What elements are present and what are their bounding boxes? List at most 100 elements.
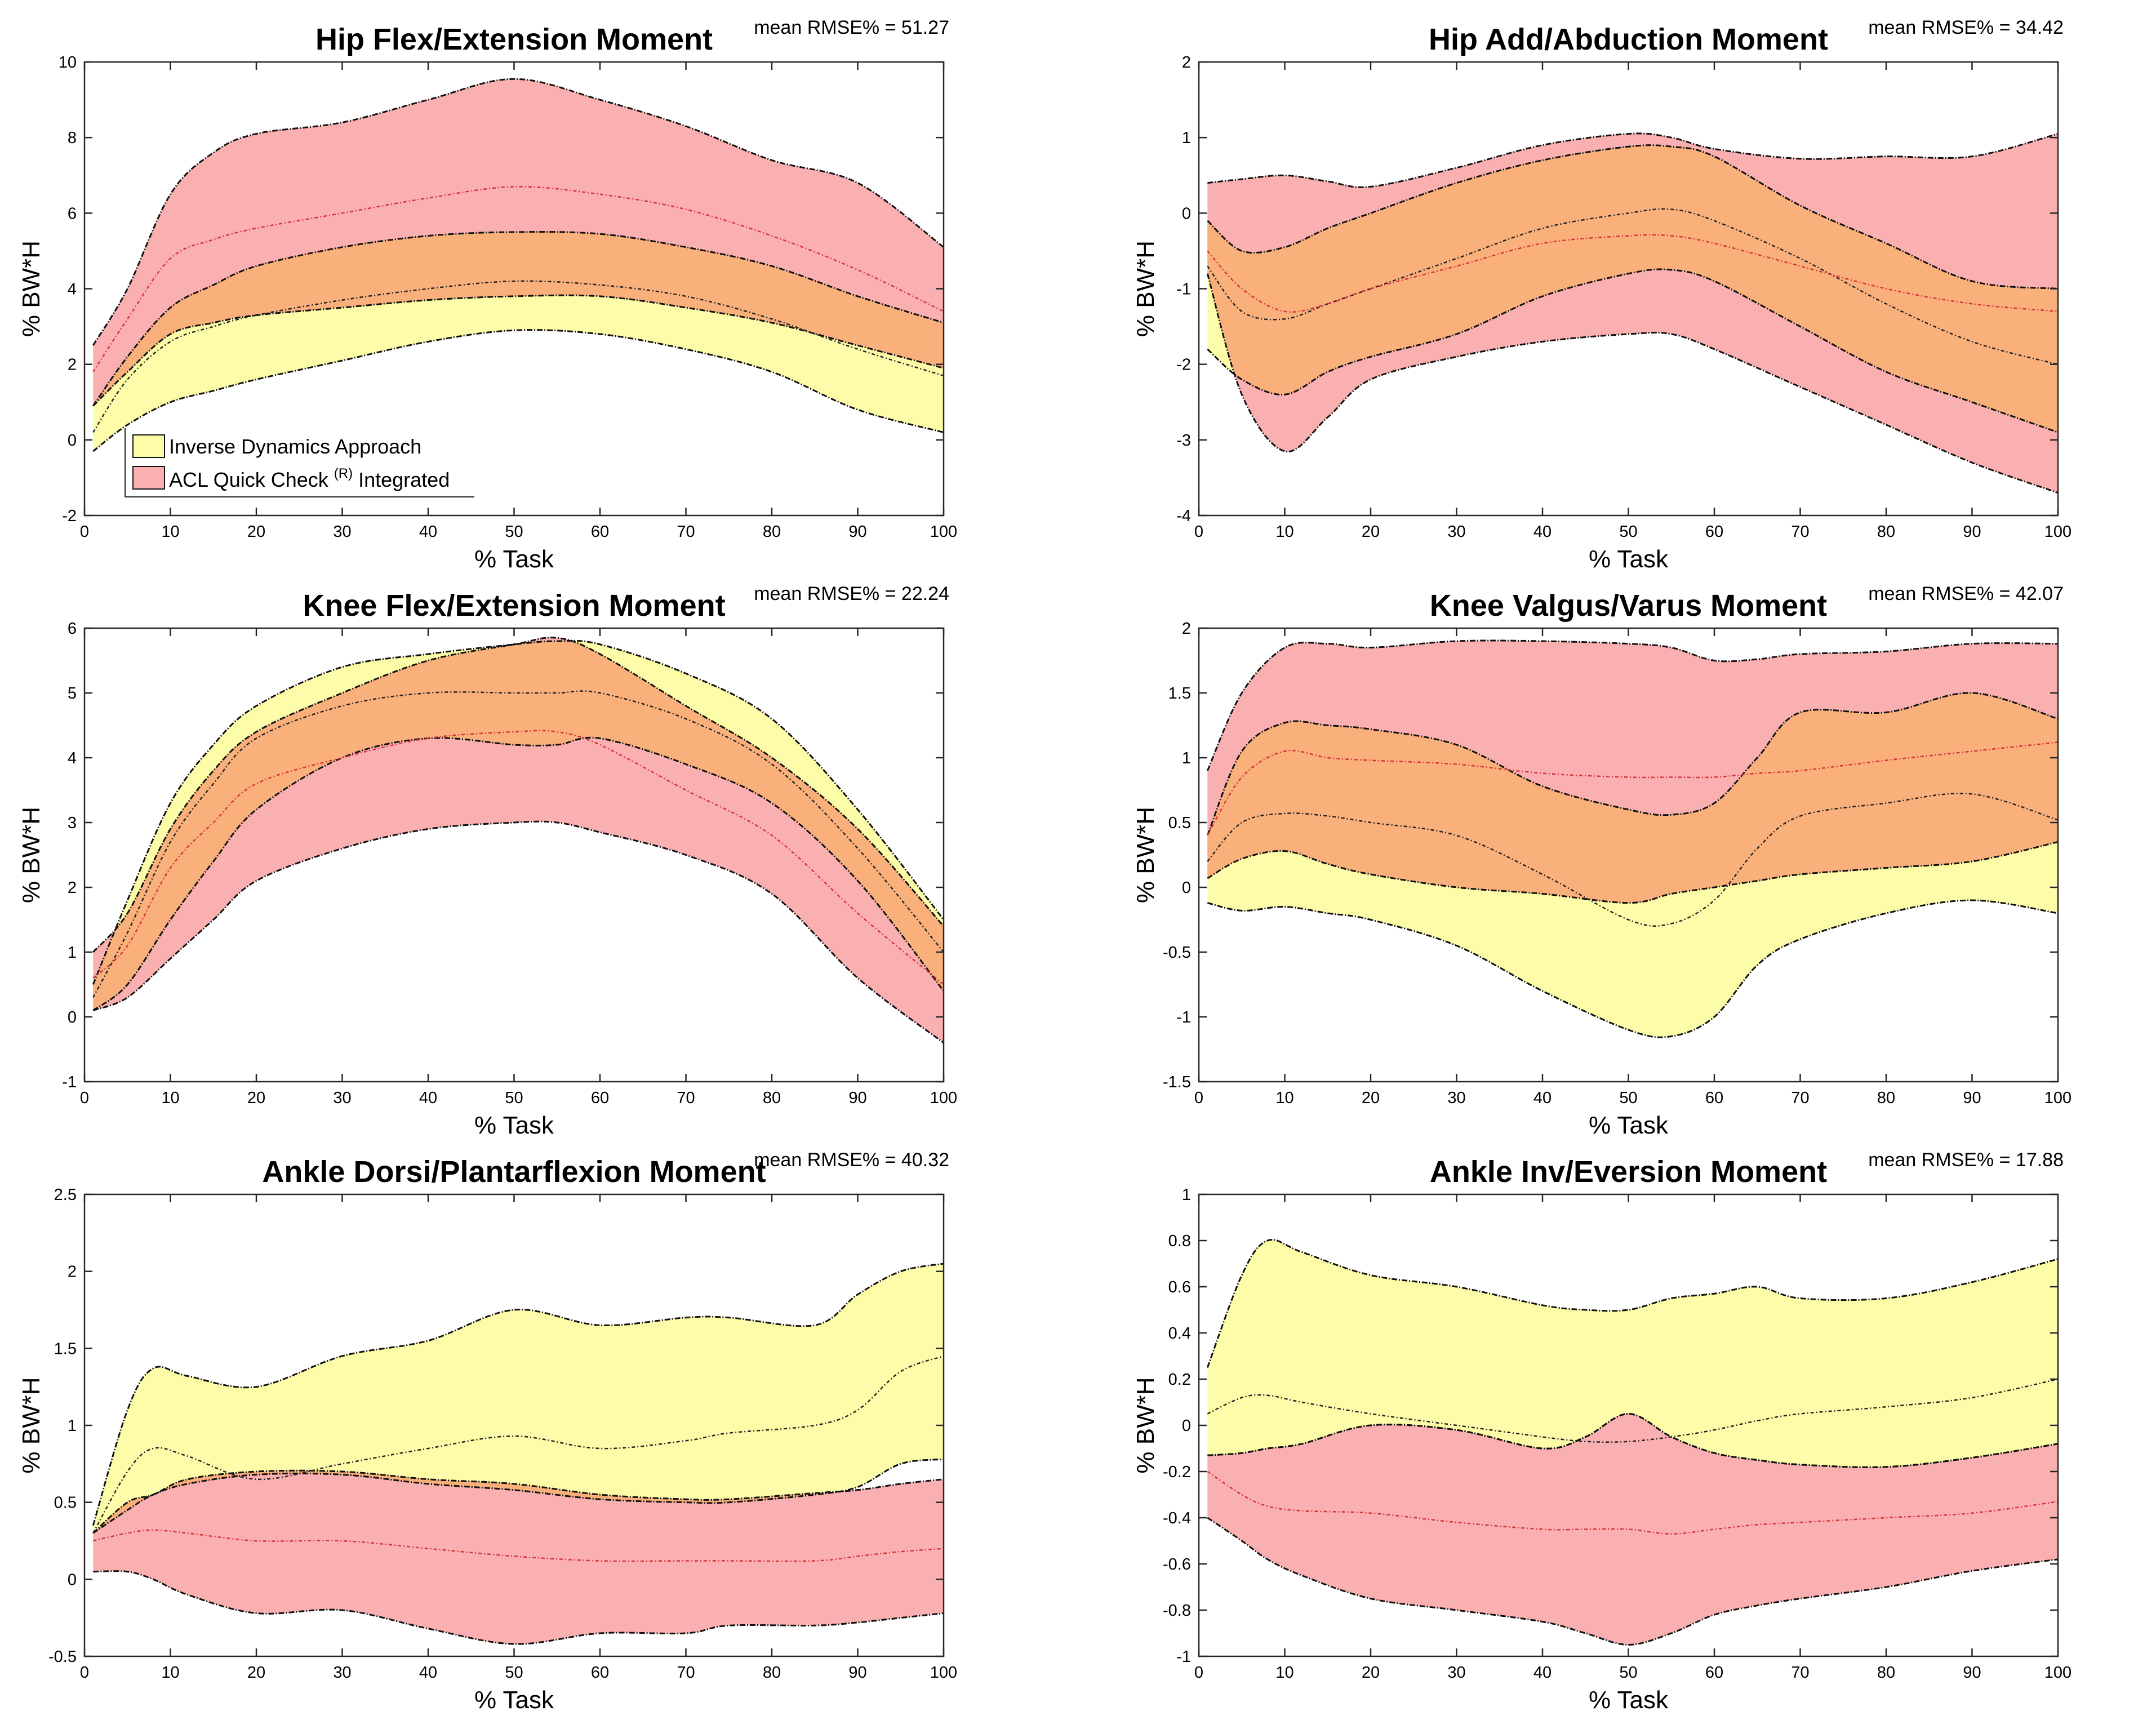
x-tick-label: 50 (1619, 523, 1637, 541)
legend-swatch-acl-quick-check (132, 466, 165, 490)
band-overlap (93, 232, 944, 406)
x-tick-label: 20 (1362, 1089, 1380, 1107)
x-tick-label: 100 (2044, 1089, 2071, 1107)
x-tick-label: 10 (1275, 1664, 1293, 1682)
x-tick-label: 50 (505, 1664, 523, 1682)
y-tick-label: -0.5 (48, 1648, 77, 1666)
x-tick-label: 80 (1877, 1664, 1895, 1682)
y-tick-label: -2 (1176, 356, 1191, 374)
x-tick-label: 50 (505, 1089, 523, 1107)
x-tick-label: 70 (1791, 1089, 1809, 1107)
upper-bound-inverse-dynamics (92, 231, 944, 407)
upper-bound-acl-quick-check (92, 1469, 944, 1534)
legend-label-inverse-dynamics: Inverse Dynamics Approach (169, 435, 421, 458)
x-axis-label: % Task (474, 1112, 554, 1139)
x-tick-label: 100 (2044, 523, 2071, 541)
rmse-annotation: mean RMSE% = 51.27 (754, 17, 949, 38)
x-tick-label: 90 (1963, 523, 1981, 541)
y-tick-label: -0.4 (1163, 1509, 1191, 1527)
x-tick-label: 30 (1447, 523, 1465, 541)
band-overlap (1207, 692, 2058, 903)
x-tick-label: 100 (930, 1664, 957, 1682)
band-acl-quick-check (93, 1470, 944, 1644)
y-tick-label: -0.8 (1163, 1602, 1191, 1620)
x-tick-label: 80 (763, 523, 781, 541)
lower-bound-inverse-dynamics (92, 1458, 944, 1534)
x-tick-label: 40 (1533, 1089, 1552, 1107)
x-tick-label: 80 (1877, 523, 1895, 541)
chart-panel-5: 0 10 20 30 40 50 60 70 80 90 100-0.500.511.522.5An… (17, 1149, 957, 1714)
lower-bound-inverse-dynamics (1207, 268, 2058, 433)
lower-bound-inverse-dynamics (1207, 899, 2058, 1038)
y-axis-label: % BW*H (17, 241, 45, 337)
chart-panel-2: 0 10 20 30 40 50 60 70 80 90 100 -4 -3 -2 -1 0 1 2 Hip Add… (1132, 17, 2071, 573)
y-tick-label: 0 (1182, 1417, 1191, 1435)
x-tick-label: 50 (1619, 1664, 1637, 1682)
upper-bound-acl-quick-check (1207, 1412, 2058, 1468)
x-tick-label: 70 (677, 523, 695, 541)
x-tick-label: 30 (333, 1664, 351, 1682)
x-tick-label: 30 (333, 1089, 351, 1107)
x-tick-label: 60 (591, 523, 609, 541)
x-tick-label: 70 (677, 1664, 695, 1682)
mean-line-inverse-dynamics (92, 280, 944, 433)
chart-title: Ankle Dorsi/Plantarflexion Moment (262, 1155, 766, 1189)
rmse-annotation: mean RMSE% = 22.24 (754, 583, 949, 605)
x-tick-label: 0 (80, 523, 89, 541)
mean-line-acl-quick-check (1207, 234, 2058, 313)
chart-title: Hip Add/Abduction Moment (1429, 23, 1828, 56)
y-tick-label: -3 (1176, 432, 1191, 450)
legend-label-acl-quick-check: ACL Quick Check (R) Integrated (169, 466, 450, 491)
y-tick-label: 8 (68, 129, 77, 147)
x-tick-label: 70 (677, 1089, 695, 1107)
x-axis-label: % Task (474, 545, 554, 573)
y-tick-label: 0 (68, 1008, 77, 1026)
band-inverse-dynamics (93, 1264, 944, 1534)
band-acl-quick-check (1207, 1414, 2058, 1645)
x-tick-label: 30 (333, 523, 351, 541)
x-tick-label: 20 (247, 1089, 265, 1107)
lower-bound-acl-quick-check (93, 1570, 944, 1645)
upper-bound-acl-quick-check (1207, 132, 2058, 188)
x-tick-label: 30 (1447, 1664, 1465, 1682)
x-tick-label: 20 (247, 523, 265, 541)
x-tick-label: 0 (1194, 1089, 1203, 1107)
y-tick-label: -4 (1176, 507, 1191, 525)
mean-line-inverse-dynamics (1207, 793, 2058, 927)
upper-bound-inverse-dynamics (92, 1263, 944, 1526)
mean-line-acl-quick-check (1207, 741, 2058, 836)
x-tick-label: 10 (161, 523, 179, 541)
x-tick-label: 40 (419, 1089, 437, 1107)
x-tick-label: 10 (1275, 523, 1293, 541)
y-tick-label: 6 (68, 620, 77, 638)
y-tick-label: 1.5 (1168, 685, 1191, 703)
x-tick-label: 40 (1533, 1664, 1552, 1682)
y-axis-label: % BW*H (1132, 1377, 1159, 1473)
y-tick-label: 0 (1182, 205, 1191, 223)
rmse-annotation: mean RMSE% = 34.42 (1868, 17, 2064, 38)
chart-title: Knee Valgus/Varus Moment (1430, 589, 1827, 623)
x-tick-label: 80 (763, 1089, 781, 1107)
mean-line-inverse-dynamics (1207, 208, 2058, 365)
upper-bound-inverse-dynamics (92, 639, 944, 985)
x-axis-label: % Task (1589, 1112, 1669, 1139)
x-tick-label: 0 (80, 1089, 89, 1107)
y-tick-label: 1.5 (54, 1340, 77, 1358)
y-axis-label: % BW*H (1132, 807, 1159, 903)
x-tick-label: 20 (1362, 523, 1380, 541)
band-inverse-dynamics (1207, 1239, 2058, 1468)
x-tick-label: 0 (1194, 523, 1203, 541)
x-axis-label: % Task (1589, 1686, 1669, 1714)
mean-line-acl-quick-check (92, 186, 944, 372)
x-tick-label: 10 (161, 1664, 179, 1682)
y-axis-label: % BW*H (17, 807, 45, 903)
y-tick-label: -1 (1176, 1008, 1191, 1026)
y-tick-label: 2 (68, 879, 77, 897)
mean-line-acl-quick-check (92, 730, 944, 985)
y-tick-label: 10 (59, 54, 77, 72)
y-tick-label: 5 (68, 685, 77, 703)
y-tick-label: 1 (68, 1417, 77, 1435)
y-tick-label: -1 (1176, 1648, 1191, 1666)
y-tick-label: 2 (1182, 54, 1191, 72)
